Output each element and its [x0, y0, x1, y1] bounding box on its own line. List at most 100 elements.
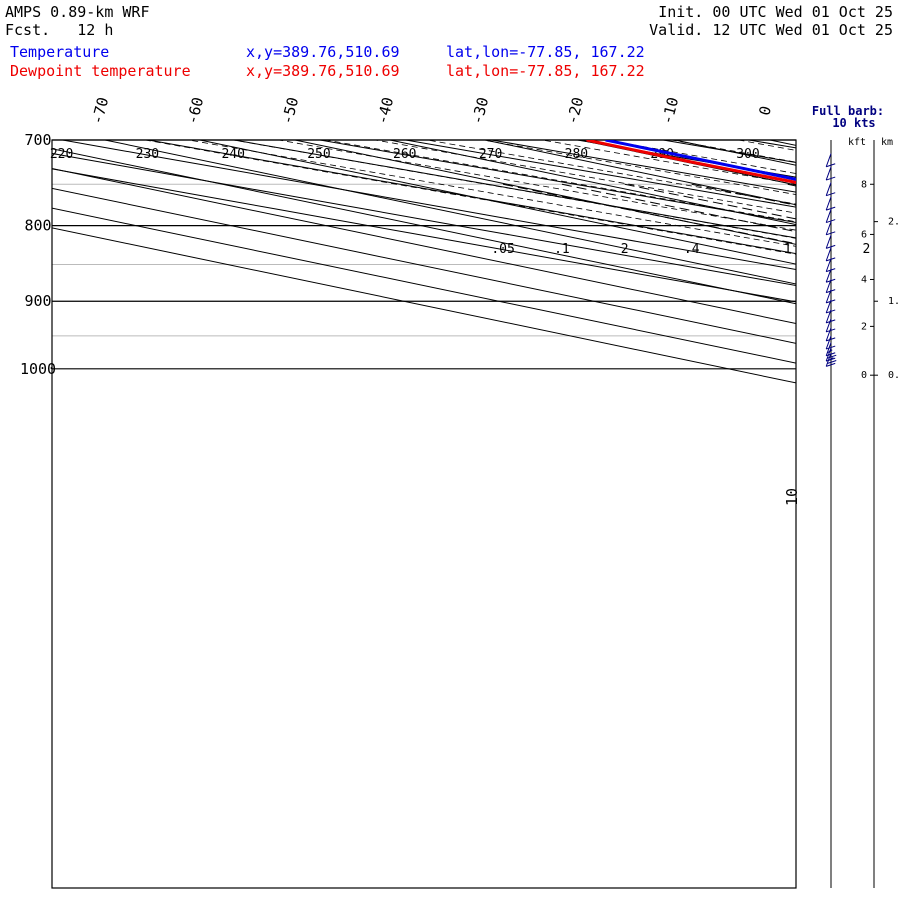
mixing-ratio-line-0.1 [561, 183, 796, 233]
wind-barb-5 [825, 221, 832, 235]
isotherm-label--40: -40 [373, 95, 397, 126]
wind-barb-17 [825, 342, 832, 356]
pressure-label-1000: 1000 [20, 360, 56, 378]
km-label-0: 2. [888, 217, 900, 228]
wind-barb-feather-4-0 [826, 219, 836, 224]
moist-adiabat-5 [603, 140, 796, 174]
barb-legend-line1: Full barb: [812, 104, 884, 118]
dry-adiabat-230 [145, 140, 796, 255]
km-label-2: 0. [888, 370, 900, 381]
moist-adiabat--30 [230, 140, 796, 239]
isotherm--70 [104, 140, 796, 285]
plot-frame [51, 139, 797, 889]
wind-barb-10 [825, 279, 832, 293]
wind-barb-feather-19-0 [826, 362, 836, 367]
legend-temperature-name: Temperature [10, 43, 110, 61]
moist-adiabat-15 [736, 140, 796, 151]
wind-barb-feather-6-0 [826, 244, 836, 249]
wind-barb-3 [825, 196, 832, 211]
profile-series [586, 140, 796, 184]
isotherm-label--20: -20 [563, 95, 587, 126]
forecast-hour: Fcst. 12 h [5, 21, 113, 39]
wind-barb-feather-0-0 [826, 163, 836, 168]
wind-barb-7 [825, 247, 832, 262]
wind-barb-1 [825, 166, 832, 181]
isotherm-label-0: 0 [755, 104, 775, 117]
dry-adiabat-label-240: 240 [221, 147, 244, 162]
wind-barb-15 [825, 327, 832, 342]
mixing-ratio-line-0.05 [503, 183, 796, 245]
isotherm-label--10: -10 [658, 95, 682, 126]
wind-barb-feather-18-1 [827, 354, 837, 359]
pressure-label-900: 900 [24, 292, 51, 310]
mixing-ratio-label-4: 1 [784, 242, 792, 257]
pressure-label-700: 700 [24, 131, 51, 149]
wind-barb-0 [825, 153, 832, 167]
kft-label-3: 2 [861, 321, 867, 332]
dry-adiabat-label-230: 230 [136, 147, 159, 162]
wind-barb-19 [825, 353, 832, 367]
dry-adiabat-260 [402, 140, 796, 208]
wind-barb-feather-16-0 [826, 345, 836, 350]
wind-barb-9 [825, 268, 832, 283]
model-title: AMPS 0.89-km WRF [5, 3, 150, 21]
wind-barb-feather-15-0 [826, 337, 836, 342]
wind-barb-feather-13-0 [826, 319, 836, 324]
dry-adiabat-220 [59, 140, 796, 271]
annotation-label: 10 [783, 488, 801, 506]
isotherm--100 [52, 187, 796, 344]
fcst-value: 12 h [77, 21, 114, 39]
dry-adiabat-label-250: 250 [307, 147, 330, 162]
kft-label-0: 8 [861, 179, 867, 190]
moist-adiabat--35 [186, 140, 796, 247]
kft-label-2: 4 [861, 274, 867, 285]
wind-barb-11 [825, 289, 832, 304]
legend-dewpoint-latlon: lat,lon=-77.85, 167.22 [446, 62, 645, 80]
dry-adiabat-290 [660, 140, 796, 163]
dewpoint-line [586, 140, 796, 184]
dry-adiabat-280 [574, 140, 796, 178]
mixing-ratio-label-5: 2 [862, 242, 870, 257]
wind-barb-4 [825, 209, 832, 223]
wind-barb-16 [825, 335, 832, 350]
wind-barb-feather-19-1 [827, 360, 837, 364]
init-time: Init. 00 UTC Wed 01 Oct 25 [658, 3, 893, 21]
pressure-label-800: 800 [24, 217, 51, 235]
wind-barb-8 [825, 258, 832, 272]
isotherm--110 [52, 207, 796, 364]
isotherm-label--70: -70 [88, 95, 112, 126]
isotherm-label--30: -30 [468, 95, 492, 126]
wind-barb-12 [825, 299, 832, 314]
mixing-ratio-label-1: .1 [554, 242, 570, 257]
dry-adiabat-label-280: 280 [565, 147, 588, 162]
wind-barb-feather-1-0 [826, 176, 836, 181]
wind-barb-13 [825, 309, 832, 324]
temperature-line [605, 140, 796, 181]
dry-adiabat-label-300: 300 [736, 147, 759, 162]
legend-dewpoint-xy: x,y=389.76,510.69 [246, 62, 400, 80]
isotherm--90 [52, 168, 796, 325]
kft-label-1: 6 [861, 229, 867, 240]
mixing-ratio-label-2: 2 [621, 242, 629, 257]
mixing-ratio-label-3: .4 [684, 242, 700, 257]
wind-barb-feather-3-0 [826, 206, 836, 211]
kft-axis-label: kft [848, 137, 866, 148]
kft-label-4: 0 [861, 370, 867, 381]
wind-barb-feather-14-0 [826, 328, 836, 333]
mixing-ratio-label-0: .05 [491, 242, 514, 257]
moist-adiabat-0 [540, 140, 796, 185]
wind-barb-6 [825, 235, 832, 249]
wind-barb-feather-5-0 [826, 231, 836, 236]
isotherm--80 [52, 148, 796, 305]
wind-barb-18 [825, 347, 832, 362]
wind-height-panel: Full barb:10 kts kft km 8 6 4 2 0 2. 1. 0. [812, 104, 900, 888]
moist-adiabat-10 [669, 140, 796, 163]
wind-barb-2 [825, 182, 832, 196]
mixing-ratio-line-1 [787, 183, 796, 187]
moist-adiabat--25 [276, 140, 796, 231]
isotherm-label--60: -60 [183, 95, 207, 126]
dry-adiabat-label-260: 260 [393, 147, 416, 162]
dry-adiabat-label-220: 220 [50, 147, 73, 162]
wind-barb-feather-2-0 [826, 192, 836, 197]
